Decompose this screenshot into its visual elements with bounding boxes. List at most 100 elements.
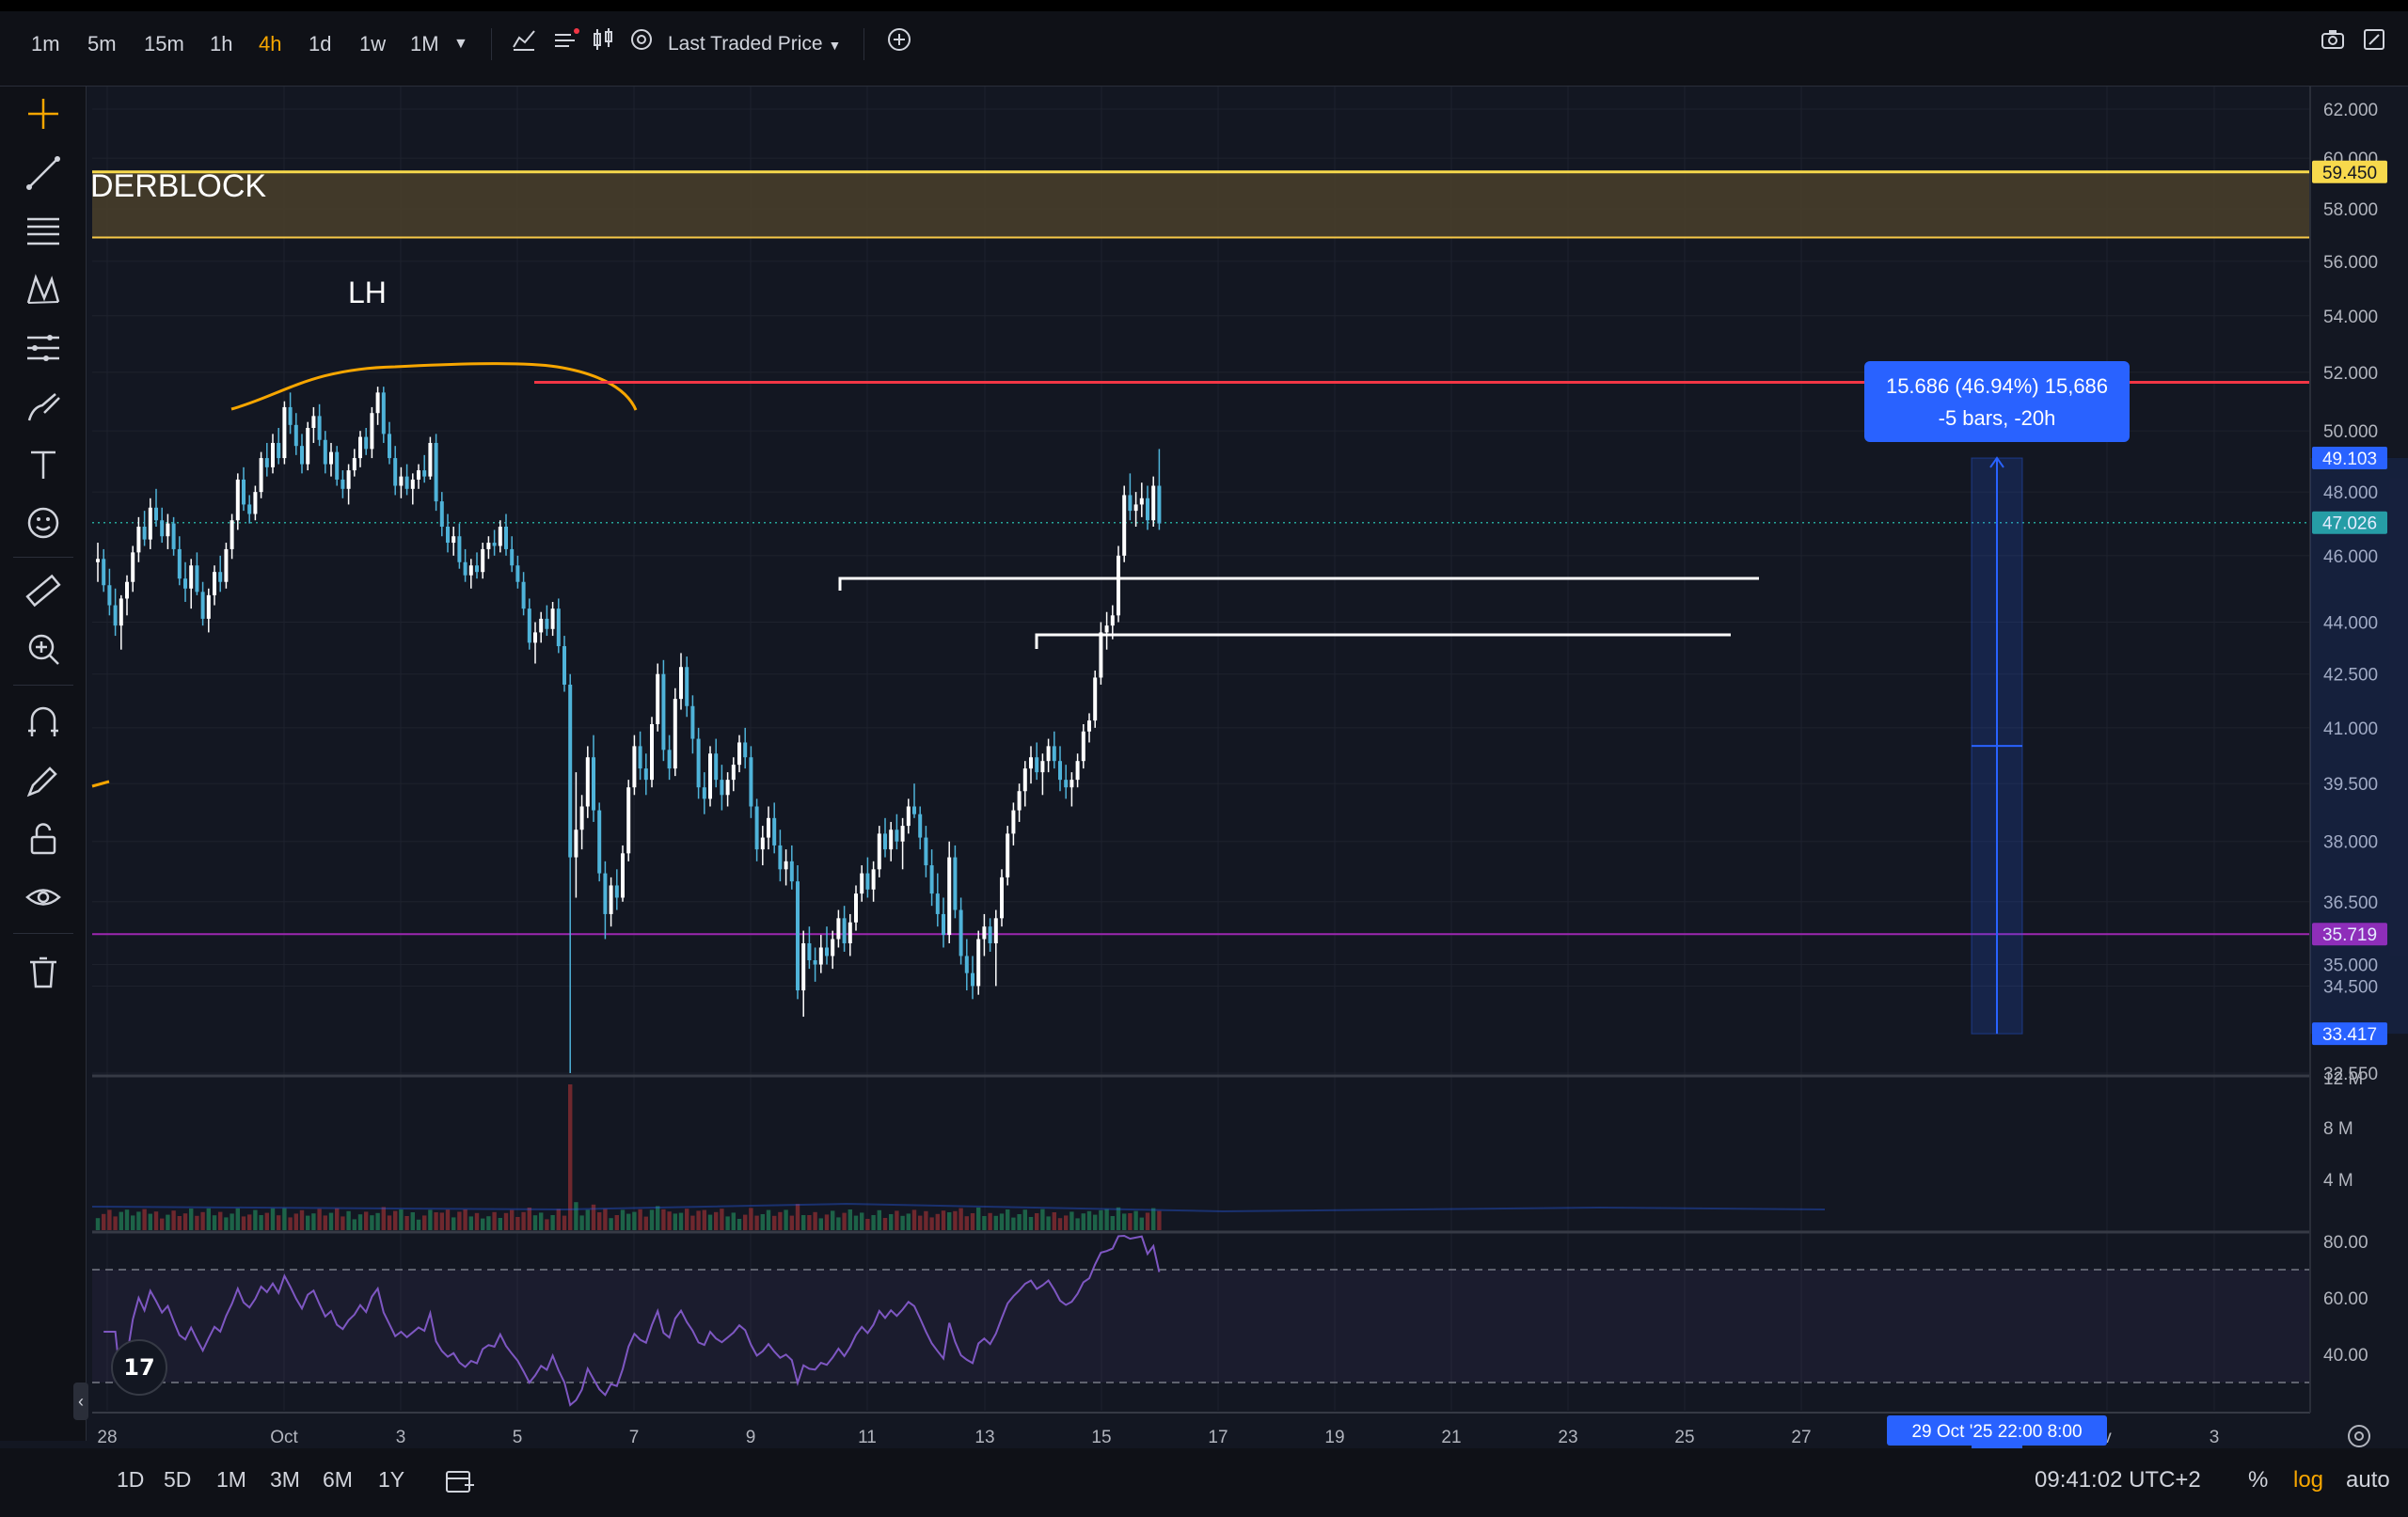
candle-body [1146, 498, 1149, 521]
timeframe-1w[interactable]: 1w [359, 32, 387, 55]
price-label-badge [2312, 511, 2387, 534]
candle-body [813, 960, 817, 965]
volume-bar [393, 1210, 398, 1230]
chart-type-icon[interactable] [511, 26, 537, 62]
volume-bar [224, 1217, 229, 1230]
indicators-icon[interactable] [552, 26, 580, 62]
fib-tool-icon[interactable] [21, 209, 66, 254]
crosshair-time-text: 29 Oct '25 22:00 8:00 [1911, 1422, 2082, 1442]
brush-tool-icon[interactable] [21, 384, 66, 429]
candle-body [1064, 780, 1069, 788]
unlock-icon[interactable] [21, 816, 66, 861]
crosshair-time-badge [1887, 1415, 2107, 1446]
volume-bar [218, 1211, 223, 1230]
candle-body [160, 520, 165, 537]
candle-body [510, 548, 515, 566]
volume-bar [958, 1208, 963, 1230]
range-3M[interactable]: 3M [270, 1467, 300, 1492]
log-scale-toggle[interactable]: log [2293, 1467, 2324, 1493]
candle-body [597, 810, 602, 874]
add-plus-icon[interactable] [886, 26, 912, 62]
timeframe-1h[interactable]: 1h [210, 32, 233, 55]
candles-icon[interactable] [591, 26, 615, 62]
range-1M[interactable]: 1M [216, 1467, 246, 1492]
candle-body [200, 592, 205, 619]
volume-bar [515, 1217, 520, 1230]
price-source-dropdown[interactable]: Last Traded Price ▼ [668, 26, 841, 62]
candle-body [457, 536, 462, 562]
volume-bar [1011, 1217, 1016, 1230]
timeframe-5m[interactable]: 5m [87, 32, 117, 55]
price-label-text: 33.417 [2322, 1025, 2377, 1045]
candle-body [1000, 877, 1004, 919]
trash-icon[interactable] [21, 950, 66, 995]
volume-bar [929, 1217, 934, 1230]
go-to-date-icon[interactable] [444, 1467, 476, 1501]
x-tick-label: 3 [396, 1428, 406, 1447]
candle-body [958, 909, 963, 956]
crosshair-tool-icon[interactable] [21, 91, 66, 136]
volume-bar [364, 1211, 369, 1230]
volume-bar [102, 1213, 106, 1230]
candle-body [1139, 498, 1144, 505]
forecast-tool-icon[interactable] [21, 325, 66, 371]
volume-bar [999, 1213, 1005, 1230]
candle-body [1075, 761, 1080, 781]
candle-body [1046, 746, 1051, 762]
candle-body [702, 787, 706, 799]
candle-body [545, 618, 549, 629]
auto-scale-toggle[interactable]: auto [2346, 1467, 2390, 1493]
x-tick-label: Oct [270, 1428, 298, 1447]
pencil-lock-icon[interactable] [21, 758, 66, 803]
emoji-tool-icon[interactable] [21, 500, 66, 545]
range-1D[interactable]: 1D [117, 1467, 145, 1492]
y-tick-label: 42.500 [2323, 666, 2378, 686]
range-1Y[interactable]: 1Y [378, 1467, 405, 1492]
settings-gear-icon[interactable] [628, 26, 655, 62]
pattern-tool-icon[interactable] [21, 267, 66, 312]
volume-bar [737, 1219, 742, 1230]
timeframe-4h[interactable]: 4h [259, 32, 282, 55]
range-6M[interactable]: 6M [323, 1467, 353, 1492]
candle-body [971, 972, 974, 987]
timeframe-15m[interactable]: 15m [144, 32, 184, 55]
candle-body [743, 742, 748, 758]
percent-scale-toggle[interactable]: % [2248, 1467, 2269, 1493]
zoom-tool-icon[interactable] [21, 626, 66, 672]
timeframe-1d[interactable]: 1d [309, 32, 332, 55]
y-tick-label: 52.000 [2323, 364, 2378, 384]
clock-timezone[interactable]: 09:41:02 UTC+2 [2035, 1467, 2201, 1493]
volume-bar [603, 1209, 608, 1230]
candle-body [784, 861, 788, 870]
x-tick-label: 13 [974, 1428, 994, 1447]
collapse-panel-button[interactable]: ‹ [73, 1383, 88, 1420]
volume-bar [1122, 1213, 1127, 1230]
candle-body [1128, 495, 1133, 512]
candle-body [1122, 495, 1127, 556]
range-5D[interactable]: 5D [164, 1467, 192, 1492]
volume-bar [1075, 1218, 1080, 1230]
magnet-tool-icon[interactable] [21, 700, 66, 745]
volume-bar [1104, 1209, 1109, 1230]
eye-icon[interactable] [21, 875, 66, 920]
volume-bar [399, 1209, 404, 1230]
text-tool-icon[interactable] [21, 442, 66, 487]
volume-bar [299, 1209, 305, 1230]
timeframe-1M[interactable]: 1M [410, 32, 439, 55]
candle-body [865, 873, 870, 890]
candle-body [860, 873, 864, 894]
fullscreen-icon[interactable] [2361, 26, 2387, 62]
timeframe-dropdown-icon[interactable]: ▼ [453, 36, 468, 52]
volume-bar [632, 1211, 637, 1230]
camera-icon[interactable] [2320, 26, 2346, 62]
timeframe-1m[interactable]: 1m [31, 32, 60, 55]
volume-bar [707, 1214, 713, 1230]
ruler-tool-icon[interactable] [21, 568, 66, 613]
volume-bar [306, 1215, 310, 1230]
candle-body [206, 594, 211, 619]
volume-bar [264, 1212, 269, 1230]
trendline-tool-icon[interactable] [21, 150, 66, 196]
candle-body [626, 787, 631, 854]
volume-bar [387, 1215, 392, 1230]
